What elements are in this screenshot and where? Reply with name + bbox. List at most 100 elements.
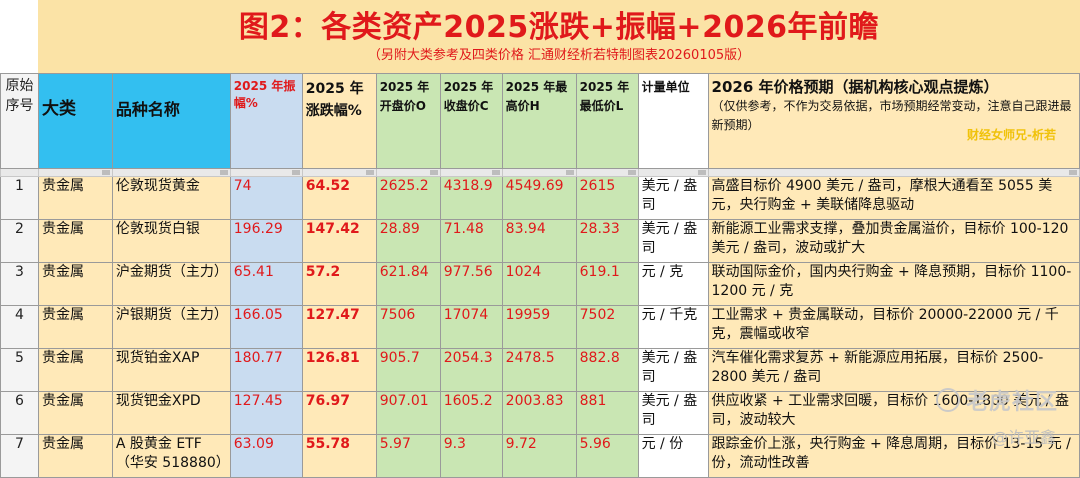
filter-dropdown-icon[interactable] — [637, 168, 709, 177]
cell-category[interactable]: 贵金属 — [37, 262, 113, 306]
cell-unit[interactable]: 元 / 千克 — [637, 305, 709, 349]
cell-low[interactable]: 5.96 — [575, 434, 639, 478]
cell-amplitude[interactable]: 63.09 — [229, 434, 303, 478]
header-index[interactable]: 原始序号 — [0, 73, 39, 169]
filter-dropdown-icon[interactable] — [111, 168, 231, 177]
cell-close[interactable]: 4318.9 — [439, 176, 503, 220]
cell-high[interactable]: 83.94 — [501, 219, 577, 263]
filter-dropdown-icon[interactable] — [439, 168, 503, 177]
filter-dropdown-icon[interactable] — [229, 168, 303, 177]
cell-change[interactable]: 127.47 — [301, 305, 377, 349]
cell-amplitude[interactable]: 127.45 — [229, 391, 303, 435]
cell-outlook[interactable]: 工业需求 + 贵金属联动，目标价 20000-22000 元 / 千克，震幅或收… — [707, 305, 1080, 349]
cell-name[interactable]: A 股黄金 ETF（华安 518880） — [111, 434, 231, 478]
cell-open[interactable]: 5.97 — [375, 434, 441, 478]
filter-dropdown-icon[interactable] — [301, 168, 377, 177]
header-outlook-title: 2026 年价格预期（据机构核心观点提炼） — [711, 78, 999, 96]
filter-dropdown-icon[interactable] — [575, 168, 639, 177]
cell-amplitude[interactable]: 74 — [229, 176, 303, 220]
header-low[interactable]: 2025 年最低价L — [575, 73, 639, 169]
cell-open[interactable]: 621.84 — [375, 262, 441, 306]
cell-open[interactable]: 7506 — [375, 305, 441, 349]
header-category[interactable]: 大类 — [37, 73, 113, 169]
cell-close[interactable]: 9.3 — [439, 434, 503, 478]
row-index[interactable]: 6 — [0, 391, 39, 435]
header-amplitude[interactable]: 2025 年振幅% — [229, 73, 303, 169]
filter-dropdown-icon[interactable] — [375, 168, 441, 177]
header-unit[interactable]: 计量单位 — [637, 73, 709, 169]
cell-unit[interactable]: 美元 / 盎司 — [637, 348, 709, 392]
cell-high[interactable]: 9.72 — [501, 434, 577, 478]
cell-amplitude[interactable]: 65.41 — [229, 262, 303, 306]
header-high[interactable]: 2025 年最高价H — [501, 73, 577, 169]
header-name[interactable]: 品种名称 — [111, 73, 231, 169]
cell-change[interactable]: 55.78 — [301, 434, 377, 478]
cell-unit[interactable]: 元 / 克 — [637, 262, 709, 306]
cell-amplitude[interactable]: 196.29 — [229, 219, 303, 263]
title-banner — [38, 0, 1080, 73]
header-row: 原始序号 大类 品种名称 2025 年振幅% 2025 年涨跌幅% 2025 年… — [0, 73, 1080, 169]
cell-category[interactable]: 贵金属 — [37, 391, 113, 435]
cell-low[interactable]: 7502 — [575, 305, 639, 349]
cell-close[interactable]: 1605.2 — [439, 391, 503, 435]
cell-close[interactable]: 2054.3 — [439, 348, 503, 392]
table-row: 6 贵金属 现货钯金XPD 127.45 76.97 907.01 1605.2 2003.8… — [0, 391, 1080, 435]
cell-change[interactable]: 147.42 — [301, 219, 377, 263]
cell-name[interactable]: 伦敦现货白银 — [111, 219, 231, 263]
cell-high[interactable]: 1024 — [501, 262, 577, 306]
cell-close[interactable]: 71.48 — [439, 219, 503, 263]
filter-dropdown-icon[interactable] — [37, 168, 113, 177]
cell-category[interactable]: 贵金属 — [37, 176, 113, 220]
row-index[interactable]: 5 — [0, 348, 39, 392]
cell-name[interactable]: 现货铂金XAP — [111, 348, 231, 392]
filter-dropdown-icon[interactable] — [501, 168, 577, 177]
cell-name[interactable]: 现货钯金XPD — [111, 391, 231, 435]
cell-high[interactable]: 4549.69 — [501, 176, 577, 220]
cell-category[interactable]: 贵金属 — [37, 348, 113, 392]
row-index[interactable]: 7 — [0, 434, 39, 478]
cell-amplitude[interactable]: 166.05 — [229, 305, 303, 349]
cell-high[interactable]: 2003.83 — [501, 391, 577, 435]
cell-outlook[interactable]: 联动国际金价，国内央行购金 + 降息预期，目标价 1100-1200 元 / 克 — [707, 262, 1080, 306]
cell-low[interactable]: 881 — [575, 391, 639, 435]
cell-open[interactable]: 28.89 — [375, 219, 441, 263]
cell-low[interactable]: 28.33 — [575, 219, 639, 263]
cell-change[interactable]: 57.2 — [301, 262, 377, 306]
header-open[interactable]: 2025 年开盘价O — [375, 73, 441, 169]
cell-outlook[interactable]: 新能源工业需求支撑，叠加贵金属溢价，目标价 100-120 美元 / 盎司，波动… — [707, 219, 1080, 263]
header-outlook[interactable]: 2026 年价格预期（据机构核心观点提炼） （仅供参考，不作为交易依据，市场预期… — [707, 73, 1080, 169]
cell-category[interactable]: 贵金属 — [37, 219, 113, 263]
row-index[interactable]: 3 — [0, 262, 39, 306]
header-close[interactable]: 2025 年收盘价C — [439, 73, 503, 169]
cell-open[interactable]: 905.7 — [375, 348, 441, 392]
cell-name[interactable]: 沪银期货（主力） — [111, 305, 231, 349]
cell-low[interactable]: 619.1 — [575, 262, 639, 306]
filter-dropdown-icon[interactable] — [707, 168, 1080, 177]
cell-unit[interactable]: 美元 / 盎司 — [637, 176, 709, 220]
row-index[interactable]: 1 — [0, 176, 39, 220]
cell-outlook[interactable]: 供应收紧 + 工业需求回暖，目标价 1600-1800 美元 / 盎司，波动较大 — [707, 391, 1080, 435]
cell-change[interactable]: 64.52 — [301, 176, 377, 220]
cell-unit[interactable]: 元 / 份 — [637, 434, 709, 478]
header-change[interactable]: 2025 年涨跌幅% — [301, 73, 377, 169]
cell-category[interactable]: 贵金属 — [37, 434, 113, 478]
cell-change[interactable]: 126.81 — [301, 348, 377, 392]
cell-unit[interactable]: 美元 / 盎司 — [637, 391, 709, 435]
cell-high[interactable]: 2478.5 — [501, 348, 577, 392]
row-index[interactable]: 4 — [0, 305, 39, 349]
cell-low[interactable]: 2615 — [575, 176, 639, 220]
cell-name[interactable]: 沪金期货（主力） — [111, 262, 231, 306]
cell-name[interactable]: 伦敦现货黄金 — [111, 176, 231, 220]
cell-close[interactable]: 17074 — [439, 305, 503, 349]
cell-close[interactable]: 977.56 — [439, 262, 503, 306]
cell-category[interactable]: 贵金属 — [37, 305, 113, 349]
cell-open[interactable]: 907.01 — [375, 391, 441, 435]
cell-amplitude[interactable]: 180.77 — [229, 348, 303, 392]
cell-low[interactable]: 882.8 — [575, 348, 639, 392]
cell-high[interactable]: 19959 — [501, 305, 577, 349]
row-index[interactable]: 2 — [0, 219, 39, 263]
cell-open[interactable]: 2625.2 — [375, 176, 441, 220]
cell-change[interactable]: 76.97 — [301, 391, 377, 435]
cell-outlook[interactable]: 高盛目标价 4900 美元 / 盎司，摩根大通看至 5055 美元，央行购金 +… — [707, 176, 1080, 220]
cell-unit[interactable]: 美元 / 盎司 — [637, 219, 709, 263]
